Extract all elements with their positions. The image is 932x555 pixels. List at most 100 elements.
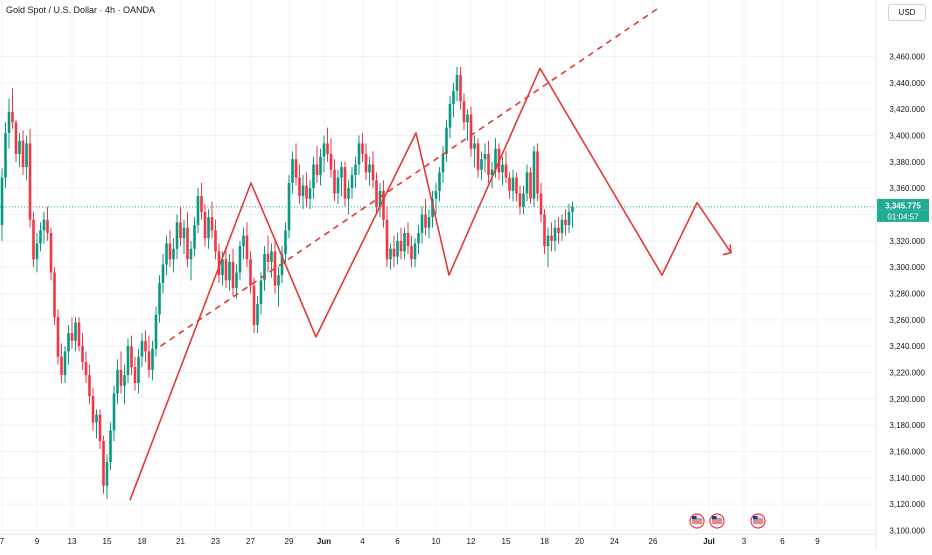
y-tick-label: 3,420.000 <box>889 105 925 114</box>
last-price-box <box>877 198 929 211</box>
x-tick-label: 27 <box>246 537 255 546</box>
candle-body <box>168 243 172 260</box>
candle-body <box>417 232 420 244</box>
candle-body <box>392 248 396 257</box>
candle-body <box>413 243 417 260</box>
candle-body <box>312 164 315 189</box>
chart-title: Gold Spot / U.S. Dollar · 4h · OANDA <box>6 5 156 15</box>
candle-body <box>126 346 130 376</box>
candle-body <box>452 90 455 104</box>
drawings[interactable] <box>129 6 732 501</box>
candle-body <box>74 322 77 341</box>
candle-body <box>546 235 550 247</box>
candle-body <box>347 188 350 199</box>
y-tick-label: 3,360.000 <box>889 184 925 193</box>
candle-body <box>273 251 277 286</box>
candle-body <box>21 140 25 168</box>
y-tick-label: 3,220.000 <box>889 368 925 377</box>
candle-body <box>193 225 196 249</box>
candle-body <box>203 211 207 239</box>
x-tick-label: 21 <box>176 537 185 546</box>
candle-body <box>315 164 319 176</box>
candle-body <box>557 227 560 233</box>
candle-body <box>259 280 263 305</box>
candle-body <box>147 351 151 370</box>
candle-body <box>529 172 532 199</box>
candle-body <box>277 275 280 286</box>
candle-body <box>539 193 543 215</box>
candle-body <box>476 143 480 170</box>
economic-events[interactable] <box>689 513 766 529</box>
candle-body <box>504 164 508 178</box>
candle-body <box>543 214 546 247</box>
candle-body <box>70 332 74 341</box>
candle-body <box>221 259 224 276</box>
candle-body <box>158 282 161 315</box>
candle-body <box>490 169 494 176</box>
candle-body <box>480 159 483 170</box>
candle-body <box>462 101 466 123</box>
zigzag-projection <box>129 67 732 501</box>
candle-body <box>287 182 291 231</box>
candle-body <box>25 143 28 168</box>
x-tick-label: 23 <box>211 537 220 546</box>
candle-body <box>18 140 21 154</box>
x-tick-label: 9 <box>815 537 820 546</box>
candle-body <box>172 248 175 260</box>
x-tick-label: 3 <box>742 537 747 546</box>
y-tick-label: 3,440.000 <box>889 79 925 88</box>
y-tick-label: 3,460.000 <box>889 53 925 62</box>
candle-body <box>438 172 441 191</box>
candle-body <box>175 222 179 249</box>
x-tick-label: 20 <box>575 537 584 546</box>
candle-body <box>42 219 46 231</box>
us-flag-icon[interactable] <box>689 513 705 529</box>
candle-body <box>375 180 378 207</box>
us-flag-icon[interactable] <box>709 513 725 529</box>
candle-body <box>487 153 490 176</box>
y-tick-label: 3,320.000 <box>889 237 925 246</box>
candle-body <box>200 196 203 212</box>
candle-body <box>354 164 357 176</box>
candle-body <box>28 143 32 220</box>
flag-canton <box>753 516 758 520</box>
candle-body <box>245 235 249 260</box>
currency-button[interactable]: USD <box>888 4 926 21</box>
flag-canton <box>712 516 717 520</box>
candle-body <box>329 153 333 170</box>
x-tick-label: 10 <box>432 537 441 546</box>
candle-body <box>508 177 511 191</box>
candle-body <box>252 285 256 326</box>
candle-body <box>102 440 105 486</box>
candle-body <box>49 232 53 273</box>
candle-body <box>242 235 245 247</box>
candle-body <box>469 114 473 149</box>
candle-body <box>130 346 133 368</box>
candle-body <box>63 351 67 376</box>
candle-body <box>350 175 354 189</box>
candle-body <box>105 462 109 486</box>
x-tick-label: 12 <box>467 537 476 546</box>
y-tick-label: 3,160.000 <box>889 447 925 456</box>
dashed-trendline <box>160 6 661 347</box>
y-tick-label: 3,120.000 <box>889 500 925 509</box>
candle-body <box>140 340 144 357</box>
candle-body <box>249 259 252 286</box>
candle-body <box>46 219 49 233</box>
candle-body <box>0 177 4 226</box>
candle-body <box>98 414 102 441</box>
candle-body <box>91 396 95 423</box>
candle-body <box>364 153 368 173</box>
candle-body <box>550 235 553 241</box>
x-tick-label: 4 <box>360 537 365 546</box>
candle-body <box>165 243 168 265</box>
candle-body <box>196 196 200 226</box>
candle-body <box>217 251 221 276</box>
candle-body <box>224 259 228 281</box>
us-flag-icon[interactable] <box>750 513 766 529</box>
candle-body <box>368 164 371 173</box>
candle-body <box>207 217 210 239</box>
candle-body <box>403 232 406 252</box>
